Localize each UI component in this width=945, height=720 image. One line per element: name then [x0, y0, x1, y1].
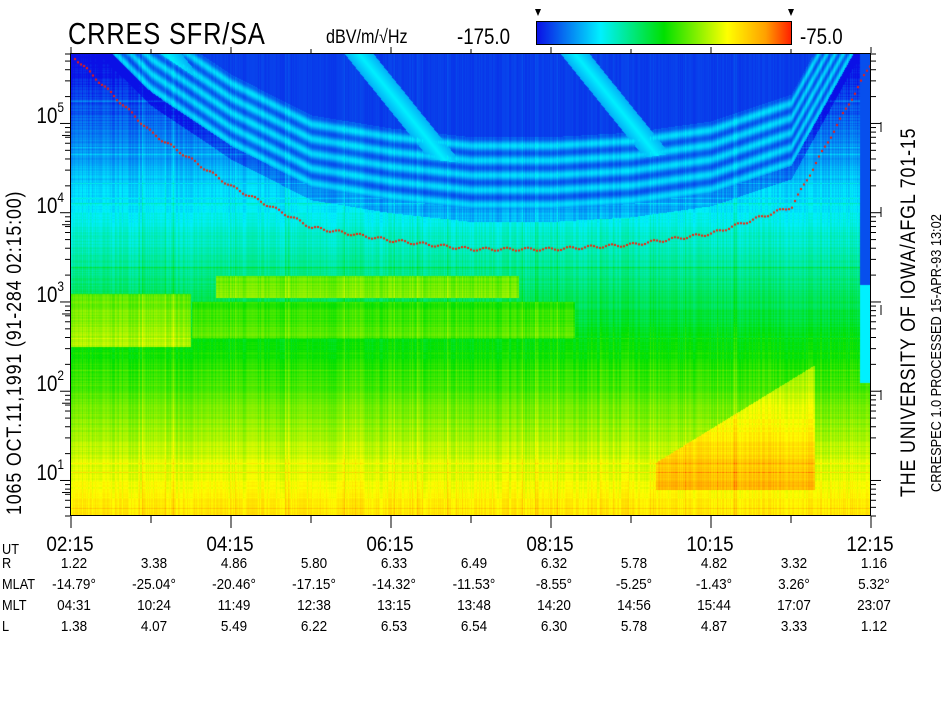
x-tick-label: 10:15	[686, 533, 734, 556]
ephemeris-cell: 4.82	[700, 555, 728, 572]
ephemeris-row-label: UT	[2, 541, 19, 558]
colorbar-units: dBV/m/√Hz	[326, 27, 408, 48]
ephemeris-cell: 3.26°	[778, 576, 810, 593]
y-tick-base: 10	[36, 192, 58, 218]
colorbar-max-label: -75.0	[800, 24, 843, 49]
ephemeris-cell: 5.49	[220, 618, 248, 635]
ephemeris-cell: -17.15°	[292, 576, 336, 593]
ephemeris-cell: 13:48	[457, 597, 491, 614]
x-tick-label: 02:15	[46, 533, 94, 556]
ephemeris-cell: -1.43°	[695, 576, 733, 593]
y-tick-exponent: 3	[57, 277, 64, 294]
ephemeris-cell: -25.04°	[132, 576, 176, 593]
ephemeris-cell: -8.55°	[535, 576, 573, 593]
ephemeris-cell: 6.53	[380, 618, 408, 635]
ephemeris-row-mlat: MLAT -14.79° -25.04° -20.46° -17.15° -14.32° -…	[0, 577, 945, 597]
y-tick-label: 102	[13, 367, 64, 397]
ephemeris-cell: -5.25°	[615, 576, 653, 593]
ephemeris-cell: 14:20	[537, 597, 571, 614]
y-tick-label: 105	[13, 99, 64, 129]
ephemeris-cell: 6.22	[300, 618, 328, 635]
ephemeris-cell: 12:38	[297, 597, 331, 614]
ephemeris-cell: 6.54	[460, 618, 488, 635]
processing-label: CRRESPEC 1.0 PROCESSED 15-APR-93 13:02	[928, 214, 945, 493]
ephemeris-cell: 1.16	[860, 555, 888, 572]
orbit-date-label: 1065 OCT.11,1991 (91-284 02:15:00)	[3, 190, 26, 515]
ephemeris-row-mlt: MLT 04:31 10:24 11:49 12:38 13:15 13:48 14:20 14…	[0, 598, 945, 618]
y-tick-exponent: 5	[57, 99, 64, 116]
ephemeris-cell: 3.38	[140, 555, 168, 572]
ephemeris-row-ut: UT 02:15 04:15 06:15 08:15 10:15 12:15	[0, 533, 945, 558]
ephemeris-cell: 13:15	[377, 597, 411, 614]
ephemeris-cell: -20.46°	[212, 576, 256, 593]
colorbar	[536, 21, 792, 45]
ephemeris-cell: 3.33	[780, 618, 808, 635]
colorbar-min-marker	[535, 9, 541, 16]
colorbar-min-label: -175.0	[457, 24, 511, 49]
ephemeris-cell: 5.78	[620, 618, 648, 635]
y-tick-base: 10	[36, 460, 58, 486]
x-tick-label: 08:15	[526, 533, 574, 556]
ephemeris-cell: 14:56	[617, 597, 651, 614]
y-tick-exponent: 2	[57, 367, 64, 384]
ephemeris-cell: 1.12	[860, 618, 888, 635]
ephemeris-cell: 4.87	[700, 618, 728, 635]
ephemeris-row-label: MLAT	[2, 576, 36, 593]
x-tick-label: 06:15	[366, 533, 414, 556]
ephemeris-cell: 23:07	[857, 597, 891, 614]
ephemeris-cell: 1.38	[60, 618, 88, 635]
spectrogram-heatmap	[71, 54, 871, 516]
y-tick-exponent: 4	[57, 188, 64, 205]
x-tick-label: 12:15	[846, 533, 894, 556]
y-tick-base: 10	[36, 103, 58, 129]
ephemeris-cell: 5.32°	[858, 576, 890, 593]
ephemeris-cell: 11:49	[217, 597, 251, 614]
ephemeris-cell: 10:24	[137, 597, 171, 614]
ephemeris-cell: 6.33	[380, 555, 408, 572]
ephemeris-row-r: R 1.22 3.38 4.86 5.80 6.33 6.49 6.32 5.78 4.82 3.3…	[0, 556, 945, 576]
y-tick-base: 10	[36, 281, 58, 307]
ephemeris-cell: 04:31	[57, 597, 91, 614]
ephemeris-cell: -14.32°	[372, 576, 416, 593]
plot-title: CRRES SFR/SA	[68, 16, 266, 51]
ephemeris-cell: 15:44	[697, 597, 731, 614]
y-tick-base: 10	[36, 371, 58, 397]
ephemeris-cell: 5.78	[620, 555, 648, 572]
ephemeris-row-label: R	[2, 555, 12, 572]
x-tick-label: 04:15	[206, 533, 254, 556]
colorbar-max-marker	[788, 9, 794, 16]
ephemeris-cell: -14.79°	[52, 576, 96, 593]
y-tick-label: 101	[13, 456, 64, 486]
y-tick-label: 103	[13, 278, 64, 308]
ephemeris-cell: 4.86	[220, 555, 248, 572]
ephemeris-row-label: L	[2, 618, 10, 635]
ephemeris-row-label: MLT	[2, 597, 27, 614]
ephemeris-cell: 1.22	[60, 555, 88, 572]
ephemeris-cell: 6.49	[460, 555, 488, 572]
ephemeris-cell: 6.30	[540, 618, 568, 635]
ephemeris-cell: 5.80	[300, 555, 328, 572]
institution-label: THE UNIVERSITY OF IOWA/AFGL 701-15	[897, 127, 920, 497]
ephemeris-cell: 17:07	[777, 597, 811, 614]
ephemeris-cell: 3.32	[780, 555, 808, 572]
ephemeris-row-l: L 1.38 4.07 5.49 6.22 6.53 6.54 6.30 5.78 4.87 3.3…	[0, 619, 945, 639]
y-tick-label: 104	[13, 189, 64, 219]
y-tick-exponent: 1	[57, 456, 64, 473]
ephemeris-cell: -11.53°	[452, 576, 496, 593]
ephemeris-cell: 4.07	[140, 618, 168, 635]
ephemeris-cell: 6.32	[540, 555, 568, 572]
